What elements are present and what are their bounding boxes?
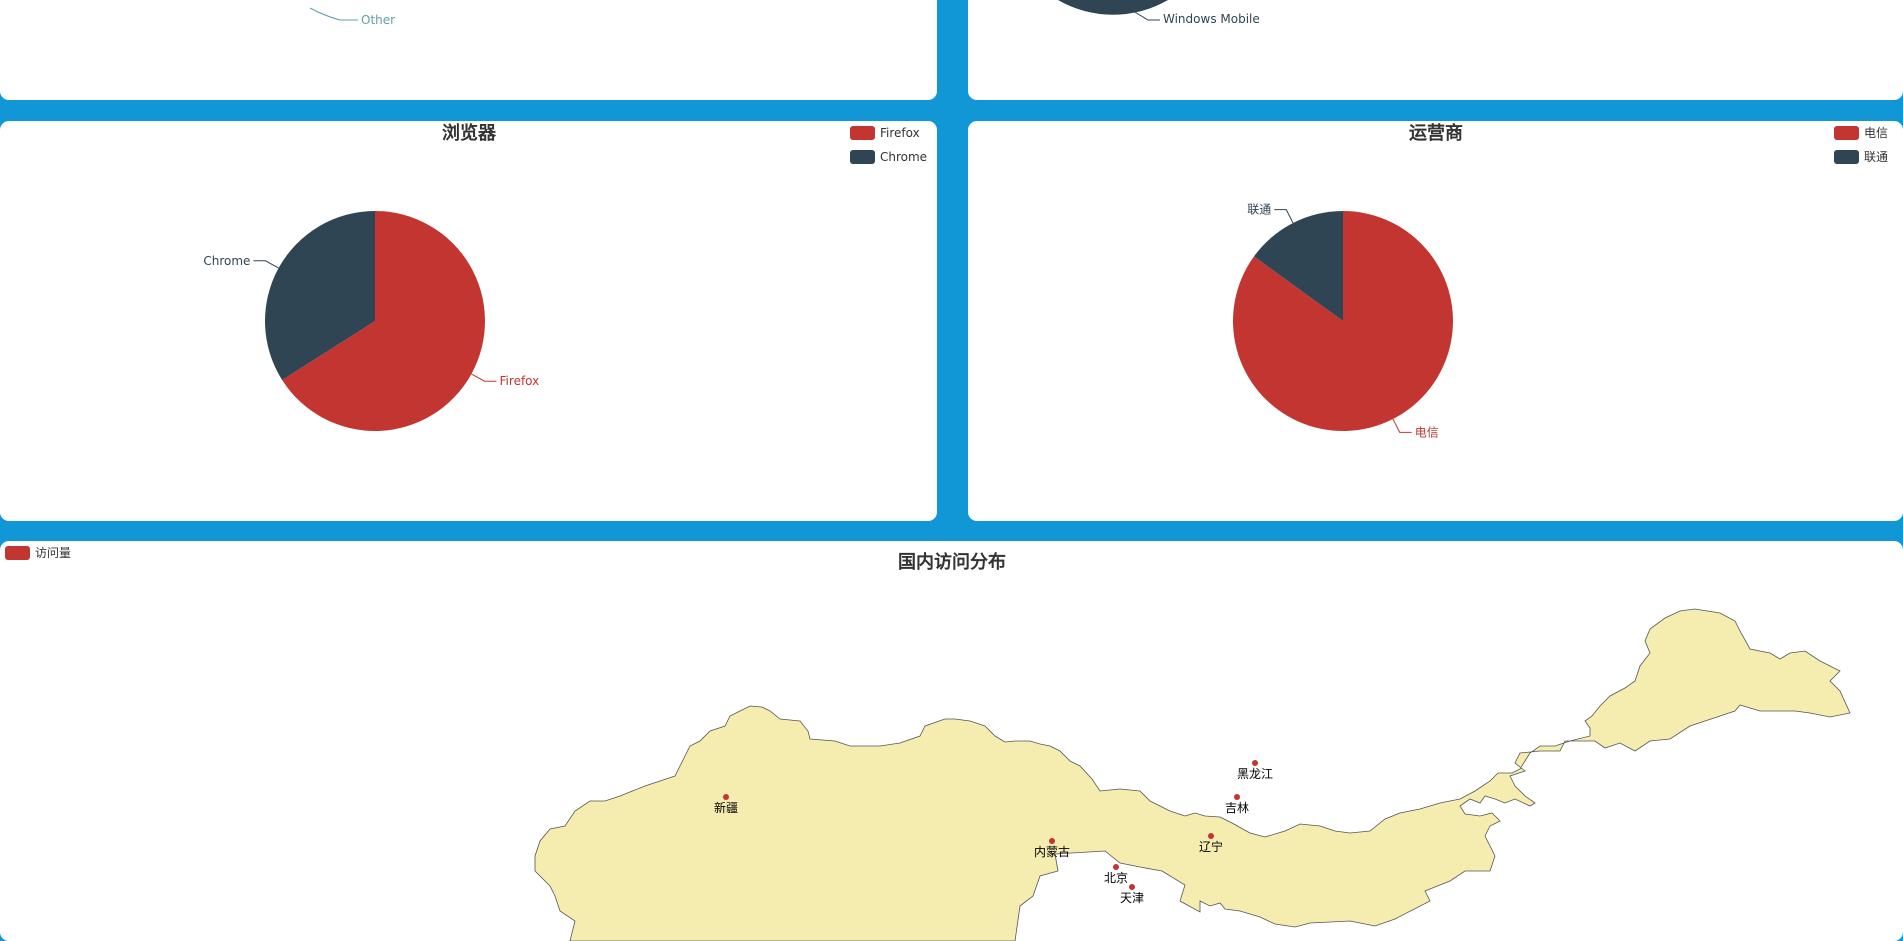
browser-slice-label-1: Chrome: [203, 254, 250, 268]
browser-label-line-0: [471, 373, 497, 382]
map-chart-panel: 国内访问分布 访问量 新疆内蒙古 黑龙江吉林辽宁北京天津: [0, 541, 1903, 941]
top-right-chart-svg: Windows Mobile: [1058, 0, 1260, 26]
carrier-chart-title: 运营商: [1409, 122, 1463, 144]
map-region-label-5: 北京: [1104, 871, 1128, 885]
browser-legend-swatch-0[interactable]: [850, 126, 875, 140]
carrier-slice-1[interactable]: [1254, 211, 1343, 321]
map-region-label-2: 黑龙江: [1237, 767, 1273, 781]
pie-label-line-other: [309, 7, 358, 21]
carrier-slice-label-1: 联通: [1247, 203, 1271, 217]
map-region-label-6: 天津: [1120, 891, 1144, 905]
browser-chart-title: 浏览器: [442, 122, 497, 144]
map-legend-label[interactable]: 访问量: [35, 546, 71, 560]
map-marker-1[interactable]: [1049, 838, 1055, 844]
carrier-slice-label-0: 电信: [1415, 425, 1439, 439]
carrier-legend-label-0[interactable]: 电信: [1864, 126, 1888, 140]
carrier-label-line-1: [1274, 209, 1294, 224]
map-marker-6[interactable]: [1129, 884, 1135, 890]
carrier-label-line-0: [1392, 418, 1412, 433]
browser-legend: Firefox Chrome: [850, 126, 927, 164]
browser-pie-slices: Firefox Chrome: [203, 211, 539, 431]
browser-legend-swatch-1[interactable]: [850, 150, 875, 164]
map-legend-swatch[interactable]: [5, 546, 30, 560]
carrier-legend-swatch-1[interactable]: [1834, 150, 1859, 164]
map-marker-5[interactable]: [1113, 864, 1119, 870]
browser-slice-0[interactable]: [282, 211, 485, 431]
browser-legend-label-1[interactable]: Chrome: [880, 150, 927, 164]
top-left-chart-panel: Other: [0, 0, 937, 100]
pie-label-line-windows-mobile: [1127, 7, 1160, 21]
browser-legend-label-0[interactable]: Firefox: [880, 126, 920, 140]
carrier-pie-slices: 电信 联通: [1233, 203, 1453, 439]
browser-pie-chart: 浏览器 Firefox Chrome Firefox Chrome: [203, 122, 927, 431]
pie-label-other: Other: [361, 13, 395, 27]
carrier-legend-label-1[interactable]: 联通: [1864, 150, 1888, 164]
browser-label-line-1: [253, 260, 279, 269]
map-region-label-4: 辽宁: [1199, 839, 1223, 854]
china-map-shape: [534, 608, 1851, 941]
top-left-chart-svg: Other: [309, 7, 395, 27]
browser-slice-1[interactable]: [264, 211, 375, 380]
top-right-chart-panel: Windows Mobile: [968, 0, 1903, 100]
map-marker-4[interactable]: [1208, 833, 1214, 839]
browser-chart-panel: 浏览器 Firefox Chrome Firefox Chrome: [0, 121, 937, 521]
browser-slice-label-0: Firefox: [500, 374, 540, 388]
map-marker-3[interactable]: [1234, 794, 1240, 800]
carrier-legend-swatch-0[interactable]: [1834, 126, 1859, 140]
map-chart-title: 国内访问分布: [898, 551, 1006, 573]
map-region-label-1: 内蒙古: [1034, 844, 1070, 859]
pie-label-windows-mobile: Windows Mobile: [1163, 12, 1260, 26]
map-region-label-3: 吉林: [1225, 801, 1249, 815]
carrier-chart-panel: 运营商 电信 联通 电信 联通: [968, 121, 1903, 521]
pie-slice-windows-mobile[interactable]: [1058, 0, 1168, 15]
map-marker-0[interactable]: [723, 794, 729, 800]
map-region-label-0: 新疆: [714, 800, 738, 815]
map-marker-2[interactable]: [1252, 760, 1258, 766]
